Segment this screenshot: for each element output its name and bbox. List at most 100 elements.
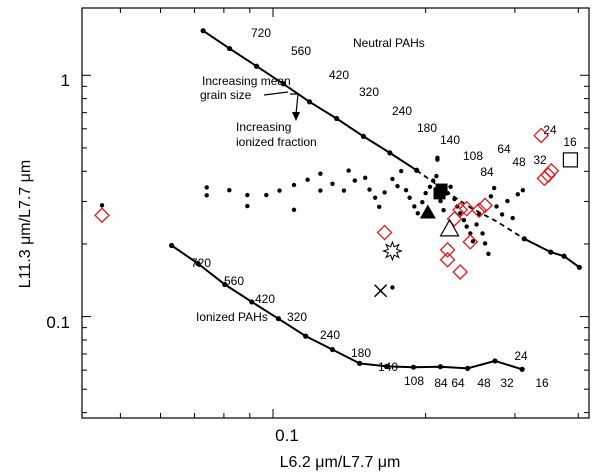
- ionized-label-64: 64: [451, 376, 465, 390]
- ionized-label-560: 560: [224, 274, 244, 288]
- sample-point-18: [367, 187, 372, 192]
- ionized-fraction-arrow: [290, 93, 299, 115]
- star-marker: [381, 240, 403, 262]
- sample-point-24: [399, 168, 404, 174]
- x-tick-label-0.1: 0.1: [275, 426, 299, 445]
- sample-point-34: [438, 198, 443, 204]
- ionized-track-node-0: [169, 242, 175, 249]
- sample-point-52: [494, 204, 499, 209]
- ionized-track-node-1: [195, 260, 201, 267]
- sample-point-30: [423, 190, 428, 196]
- sample-point-60: [435, 155, 440, 160]
- neutral-track-node-0: [200, 28, 206, 34]
- neutral-label-720: 720: [251, 26, 271, 40]
- ionized-track-node-5: [303, 333, 309, 339]
- sample-point-31: [427, 184, 433, 190]
- sample-point-2: [204, 185, 209, 190]
- sample-point-45: [474, 222, 479, 227]
- sample-point-11: [318, 188, 323, 193]
- ionized-track-node-2: [222, 281, 228, 287]
- ionized-fraction-arrowhead: [292, 112, 300, 121]
- sample-point-57: [520, 188, 526, 193]
- ionized-track-node-4: [275, 316, 282, 322]
- y-axis-label: L11.3 μm/L7.7 μm: [17, 160, 34, 288]
- ionized-track-node-8: [383, 363, 390, 369]
- neutral-label-108: 108: [463, 149, 483, 163]
- red-diamond-5: [452, 201, 469, 218]
- ionized-fraction-label-line2: ionized fraction: [236, 135, 317, 149]
- ionized-label-240: 240: [320, 328, 340, 342]
- sample-point-35: [441, 207, 446, 213]
- open-square: [562, 152, 579, 168]
- grain-size-label-line2: grain size: [200, 88, 252, 102]
- y-tick-label-1: 1: [61, 71, 70, 90]
- red-diamond-0: [94, 207, 110, 224]
- sample-point-27: [412, 204, 417, 209]
- sample-point-29: [420, 199, 425, 205]
- ionized-label-180: 180: [351, 346, 371, 360]
- sample-point-26: [407, 195, 412, 200]
- sample-point-38: [452, 196, 457, 202]
- grain-size-label-line1: Increasing mean: [202, 74, 291, 88]
- sample-point-15: [346, 168, 351, 173]
- sample-point-49: [486, 251, 491, 257]
- plot-frame: [81, 7, 590, 419]
- ionized-label-720: 720: [191, 256, 211, 270]
- open-triangle: [439, 218, 460, 237]
- sample-point-28: [415, 211, 420, 216]
- ionized-label-108: 108: [404, 374, 424, 388]
- ionized-track-node-9: [410, 364, 417, 370]
- red-diamond-8: [452, 264, 469, 280]
- sample-point-0: [99, 203, 105, 208]
- red-diamond-10: [477, 197, 494, 214]
- neutral-label-420: 420: [329, 68, 349, 82]
- neutral-label-84: 84: [480, 165, 494, 179]
- axis-ticks: [82, 8, 589, 418]
- sample-point-51: [491, 185, 497, 191]
- sample-point-17: [363, 175, 368, 180]
- neutral-track-node-4: [306, 99, 313, 105]
- neutral-label-140: 140: [440, 133, 460, 147]
- ionized-label-24: 24: [514, 349, 528, 363]
- sample-point-54: [505, 198, 510, 204]
- sample-point-23: [395, 183, 400, 189]
- ionized-label-420: 420: [255, 292, 275, 306]
- y-tick-label-0.1: 0.1: [46, 313, 70, 332]
- ionized-label-32: 32: [500, 376, 514, 390]
- sample-point-32: [431, 178, 436, 183]
- sample-point-46: [476, 211, 482, 217]
- neutral-label-48: 48: [512, 155, 526, 169]
- neutral-track-end-node-3: [576, 264, 582, 270]
- ionized-track-node-7: [357, 360, 363, 366]
- red-diamond-1: [376, 224, 393, 241]
- sample-point-47: [480, 231, 485, 236]
- cross-marker: [374, 284, 388, 298]
- red-diamond-2: [439, 241, 456, 258]
- sample-point-53: [499, 212, 505, 217]
- red-diamond-6: [458, 200, 475, 217]
- sample-point-40: [458, 211, 463, 216]
- sample-point-50: [488, 194, 494, 199]
- neutral-track-end-node-0: [521, 236, 527, 242]
- neutral-track-node-3: [280, 81, 286, 87]
- sample-point-4: [245, 192, 250, 198]
- ionized-track-node-10: [437, 364, 444, 370]
- ionized-track-node-13: [519, 366, 525, 372]
- neutral-track-dashed: [416, 169, 525, 240]
- ionized-track-line: [171, 244, 523, 371]
- red-diamond-7: [462, 233, 479, 250]
- sample-point-5: [245, 203, 250, 209]
- ionized-track-node-12: [492, 358, 498, 364]
- neutral-track-node-5: [334, 115, 340, 122]
- filled-triangle: [419, 204, 436, 219]
- grain-size-arrow: [263, 91, 289, 96]
- neutral-label-16: 16: [563, 135, 577, 149]
- sample-point-7: [291, 207, 297, 213]
- sample-point-25: [403, 188, 409, 193]
- sample-point-43: [468, 231, 473, 236]
- red-diamond-13: [540, 167, 557, 183]
- neutral-label-32: 32: [533, 153, 547, 167]
- sample-point-22: [390, 176, 395, 182]
